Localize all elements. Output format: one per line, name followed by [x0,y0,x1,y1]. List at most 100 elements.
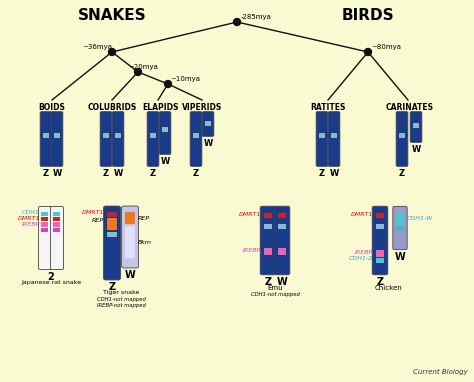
Bar [278,248,286,255]
Bar [396,220,404,225]
FancyBboxPatch shape [159,112,171,154]
Bar [193,133,199,138]
Text: W: W [113,169,123,178]
Text: W: W [411,145,420,154]
FancyBboxPatch shape [393,206,407,250]
Text: Chicken: Chicken [375,285,403,291]
Text: Z: Z [150,169,156,178]
Text: ~10mya: ~10mya [170,76,200,82]
Circle shape [164,81,172,87]
Text: IREBP: IREBP [22,222,40,228]
Bar [278,213,286,218]
Bar [264,224,272,229]
Bar [115,133,121,138]
Text: Z: Z [399,169,405,178]
Bar [331,133,337,138]
Text: CDH1-Z: CDH1-Z [348,256,373,262]
Bar [413,123,419,128]
Text: W: W [160,157,170,166]
FancyBboxPatch shape [100,112,112,166]
Text: W: W [395,252,405,262]
Text: VIPERIDS: VIPERIDS [182,103,222,112]
Text: W: W [329,169,338,178]
Text: W: W [125,270,136,280]
Text: BOIDS: BOIDS [38,103,65,112]
Bar [54,228,61,232]
FancyBboxPatch shape [396,112,408,166]
FancyBboxPatch shape [112,112,124,166]
Text: Z: Z [43,169,49,178]
FancyBboxPatch shape [51,207,64,269]
Text: REP: REP [138,215,150,220]
Text: DMRT1: DMRT1 [238,212,261,217]
Bar [376,258,384,263]
FancyBboxPatch shape [147,112,159,166]
Bar [376,224,384,229]
Text: CARINATES: CARINATES [386,103,434,112]
FancyBboxPatch shape [274,206,290,275]
FancyBboxPatch shape [103,206,120,280]
Text: RATITES: RATITES [310,103,346,112]
FancyBboxPatch shape [38,207,52,269]
Text: 2: 2 [47,272,55,282]
FancyBboxPatch shape [202,112,214,136]
Bar [43,133,49,138]
Text: CDH1-not mapped: CDH1-not mapped [251,292,300,297]
Text: DMRT1: DMRT1 [82,210,104,215]
Bar [396,226,404,231]
Text: ~20mya: ~20mya [128,64,158,70]
Bar [54,133,60,138]
Text: REP: REP [92,219,104,223]
Bar [54,222,61,227]
Bar [54,212,61,216]
Text: Japanese rat snake: Japanese rat snake [21,280,81,285]
Text: IREBP: IREBP [243,248,261,253]
Circle shape [365,49,372,55]
Bar [399,133,405,138]
Text: Z: Z [264,277,272,287]
Text: DMRT1: DMRT1 [350,212,373,217]
Bar [108,232,117,237]
Bar [278,224,286,229]
Bar [108,212,117,217]
Text: W: W [203,139,213,148]
Text: SNAKES: SNAKES [78,8,146,23]
Bar [264,248,272,255]
Text: IREBP: IREBP [355,249,373,254]
Text: ~80mya: ~80mya [371,44,401,50]
FancyBboxPatch shape [190,112,202,166]
Bar [376,213,384,218]
Text: CDH1-not mapped: CDH1-not mapped [97,297,146,302]
FancyBboxPatch shape [260,206,276,275]
Text: CDH1-W: CDH1-W [407,217,433,222]
Text: W: W [277,277,287,287]
Text: CDH1: CDH1 [22,210,40,215]
FancyBboxPatch shape [40,112,52,166]
FancyBboxPatch shape [51,112,63,166]
Text: IREBP-not mapped: IREBP-not mapped [97,303,146,308]
FancyBboxPatch shape [372,206,388,275]
Text: DMRT1: DMRT1 [18,217,40,222]
Circle shape [135,68,142,76]
Text: Bkm: Bkm [138,240,152,244]
Text: Z: Z [319,169,325,178]
Bar [54,217,61,221]
Bar [42,228,48,232]
Bar [376,250,384,257]
FancyBboxPatch shape [316,112,328,166]
Text: Current Biology: Current Biology [413,369,468,375]
Text: Z: Z [103,169,109,178]
Circle shape [234,18,240,26]
FancyBboxPatch shape [121,206,138,268]
Text: Z: Z [109,282,116,292]
Bar [126,226,135,258]
Bar [264,213,272,218]
Text: -285mya: -285mya [241,14,272,20]
FancyBboxPatch shape [410,112,422,142]
Text: W: W [52,169,62,178]
FancyBboxPatch shape [328,112,340,166]
Bar [103,133,109,138]
Text: Emu: Emu [267,285,283,291]
Text: ~36mya: ~36mya [82,44,112,50]
Text: Z: Z [376,277,383,287]
